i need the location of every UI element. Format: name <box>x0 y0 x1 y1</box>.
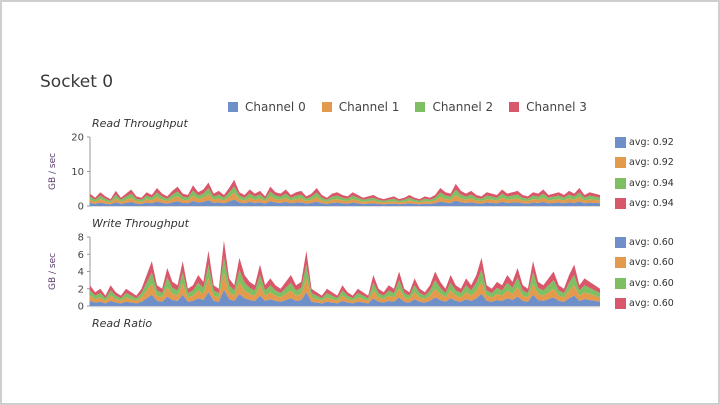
page-title: Socket 0 <box>40 72 114 92</box>
read-area-channel-0 <box>90 199 600 206</box>
legend-item-channel-1[interactable]: Channel 1 <box>321 100 400 114</box>
legend-label: Channel 1 <box>338 100 400 114</box>
read-area-channel-3 <box>90 179 600 201</box>
avg-swatch <box>615 136 626 148</box>
avg-row: avg: 0.92 <box>615 153 674 174</box>
avg-row: avg: 0.94 <box>615 173 674 194</box>
legend-label: Channel 2 <box>432 100 494 114</box>
legend-swatch <box>509 102 520 112</box>
write-area-channel-1 <box>90 273 600 304</box>
avg-swatch <box>615 177 626 189</box>
chart-legend: Channel 0 Channel 1 Channel 2 Channel 3 <box>228 100 587 114</box>
read-throughput-title: Read Throughput <box>92 117 188 130</box>
read-area-channel-1 <box>90 192 600 205</box>
read-area-channel-2 <box>90 186 600 203</box>
legend-item-channel-0[interactable]: Channel 0 <box>228 100 306 114</box>
read-ratio-title: Read Ratio <box>92 317 153 330</box>
avg-value: avg: 0.94 <box>629 177 674 189</box>
legend-item-channel-3[interactable]: Channel 3 <box>509 100 587 114</box>
legend-label: Channel 3 <box>526 100 587 114</box>
write-y-tick-label: 8 <box>78 233 84 244</box>
read-y-tick-label: 20 <box>71 133 84 144</box>
avg-swatch <box>615 198 626 210</box>
avg-swatch <box>615 298 626 310</box>
avg-swatch <box>615 257 626 269</box>
write-throughput-title: Write Throughput <box>92 217 189 230</box>
write-avg-list: avg: 0.60 avg: 0.60 avg: 0.60 avg: 0.60 <box>615 232 674 314</box>
avg-swatch <box>615 157 626 169</box>
write-area-channel-3 <box>90 240 600 299</box>
write-y-tick-label: 4 <box>78 267 84 278</box>
write-area-channel-2 <box>90 256 600 301</box>
legend-swatch <box>321 102 332 112</box>
read-y-tick-label: 0 <box>78 202 84 213</box>
avg-row: avg: 0.92 <box>615 132 674 153</box>
avg-swatch <box>615 277 626 289</box>
write-y-tick-label: 0 <box>78 302 84 313</box>
avg-row: avg: 0.60 <box>615 253 674 274</box>
avg-row: avg: 0.60 <box>615 273 674 294</box>
legend-swatch <box>228 102 238 112</box>
legend-label: Channel 0 <box>245 100 306 114</box>
avg-value: avg: 0.60 <box>629 257 674 269</box>
avg-value: avg: 0.60 <box>629 236 674 248</box>
avg-value: avg: 0.92 <box>629 136 674 148</box>
avg-value: avg: 0.60 <box>629 277 674 289</box>
write-area-channel-0 <box>90 289 600 306</box>
legend-item-channel-2[interactable]: Channel 2 <box>415 100 493 114</box>
avg-value: avg: 0.92 <box>629 157 674 169</box>
avg-swatch <box>615 236 626 248</box>
avg-value: avg: 0.94 <box>629 198 674 210</box>
legend-swatch <box>415 102 426 112</box>
read-y-tick-label: 10 <box>71 167 84 178</box>
avg-row: avg: 0.60 <box>615 232 674 253</box>
avg-row: avg: 0.60 <box>615 294 674 315</box>
read-avg-list: avg: 0.92 avg: 0.92 avg: 0.94 avg: 0.94 <box>615 132 674 214</box>
write-y-tick-label: 6 <box>78 250 84 261</box>
write-y-tick-label: 2 <box>78 284 84 295</box>
avg-value: avg: 0.60 <box>629 298 674 310</box>
avg-row: avg: 0.94 <box>615 194 674 215</box>
